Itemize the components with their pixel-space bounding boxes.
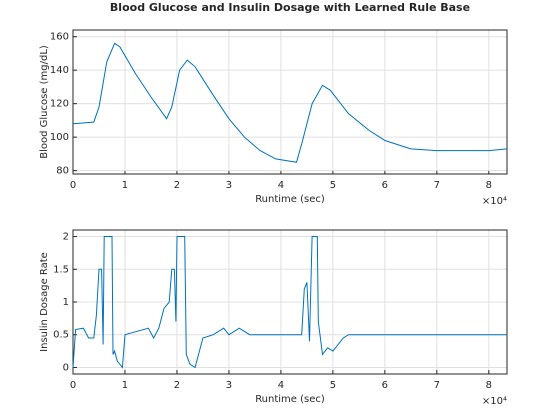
plot-area (73, 30, 507, 174)
x-tick-label: 6 (382, 380, 388, 391)
x-tick-label: 6 (382, 180, 388, 191)
x-tick-label: 5 (330, 380, 336, 391)
x-tick-label: 4 (278, 380, 284, 391)
x-tick-label: 0 (70, 380, 76, 391)
y-axis-label: Blood Glucose (mg/dL) (39, 45, 50, 159)
x-tick-label: 1 (122, 380, 128, 391)
axes-box (72, 229, 508, 375)
x-axis-label: Runtime (sec) (255, 194, 325, 205)
y-tick-label: 100 (50, 132, 69, 143)
x-tick-label: 7 (434, 180, 440, 191)
x-tick-label: 8 (486, 380, 492, 391)
x-tick-label: 1 (122, 180, 128, 191)
y-tick-label: 80 (56, 166, 69, 177)
y-tick-label: 140 (50, 65, 69, 76)
y-tick-label: 1 (63, 297, 69, 308)
x-tick-label: 7 (434, 380, 440, 391)
x-tick-label: 2 (174, 380, 180, 391)
x-tick-label: 3 (226, 380, 232, 391)
y-tick-label: 2 (63, 232, 69, 243)
y-tick-label: 120 (50, 99, 69, 110)
y-tick-label: 1.5 (53, 264, 69, 275)
y-tick-label: 0.5 (53, 330, 69, 341)
x-tick-label: 5 (330, 180, 336, 191)
chart-title: Blood Glucose and Insulin Dosage with Le… (110, 1, 470, 14)
data-line (72, 236, 507, 369)
y-tick-label: 160 (50, 32, 69, 43)
x-tick-label: 3 (226, 180, 232, 191)
x-exponent: ×10⁴ (482, 396, 507, 407)
x-exponent: ×10⁴ (482, 196, 507, 207)
data-line (72, 42, 508, 163)
x-tick-label: 8 (486, 180, 492, 191)
axes-box (72, 29, 508, 175)
x-tick-label: 4 (278, 180, 284, 191)
x-axis-label: Runtime (sec) (255, 394, 325, 405)
x-tick-label: 0 (70, 180, 76, 191)
x-tick-label: 2 (174, 180, 180, 191)
y-axis-label: Insulin Dosage Rate (39, 252, 50, 352)
y-tick-label: 0 (63, 362, 69, 373)
